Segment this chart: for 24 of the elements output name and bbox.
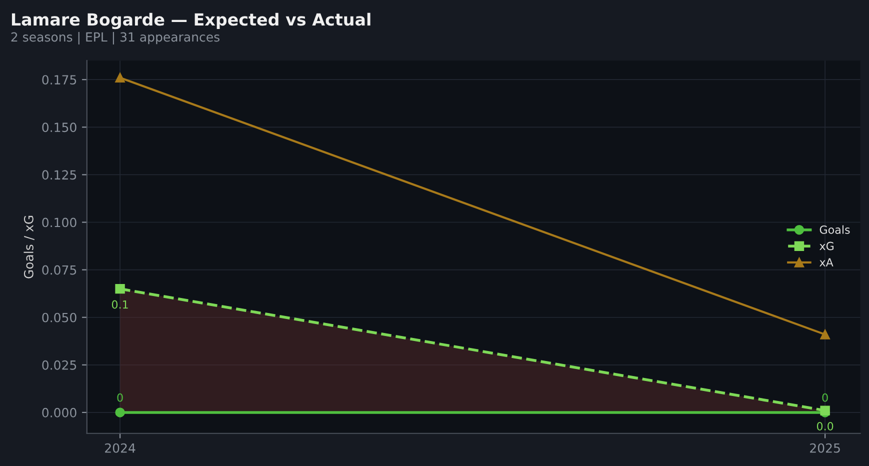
legend-label: xA: [820, 258, 834, 266]
chart-subtitle: 2 seasons | EPL | 31 appearances: [11, 32, 220, 44]
point: [820, 330, 830, 340]
y-tick-label: 0.175: [42, 75, 76, 85]
y-tick-label: 0.075: [42, 265, 76, 275]
point: [115, 72, 125, 83]
point: [115, 284, 125, 294]
y-tick-label: 0.150: [42, 122, 76, 132]
y-tick-label: 0.100: [42, 218, 76, 228]
y-tick-label: 0.125: [42, 170, 76, 180]
y-tick-label: 0.025: [42, 360, 76, 370]
chart-title: Lamare Bogarde — Expected vs Actual: [12, 12, 370, 30]
x-tick-label: 2024: [105, 443, 136, 453]
y-tick-label: 0.000: [42, 408, 76, 418]
y-tick-label: 0.050: [42, 312, 76, 322]
data-label: 0.0: [816, 422, 834, 430]
data-label: 0: [822, 393, 828, 402]
x-tick-label: 2025: [810, 443, 840, 453]
data-label: 0: [117, 393, 123, 402]
data-label: 0.1: [112, 300, 128, 309]
y-axis-title: Goals / xG: [24, 216, 34, 278]
point: [115, 408, 125, 418]
legend-label: xG: [820, 242, 834, 250]
legend-label: Goals: [820, 225, 850, 234]
